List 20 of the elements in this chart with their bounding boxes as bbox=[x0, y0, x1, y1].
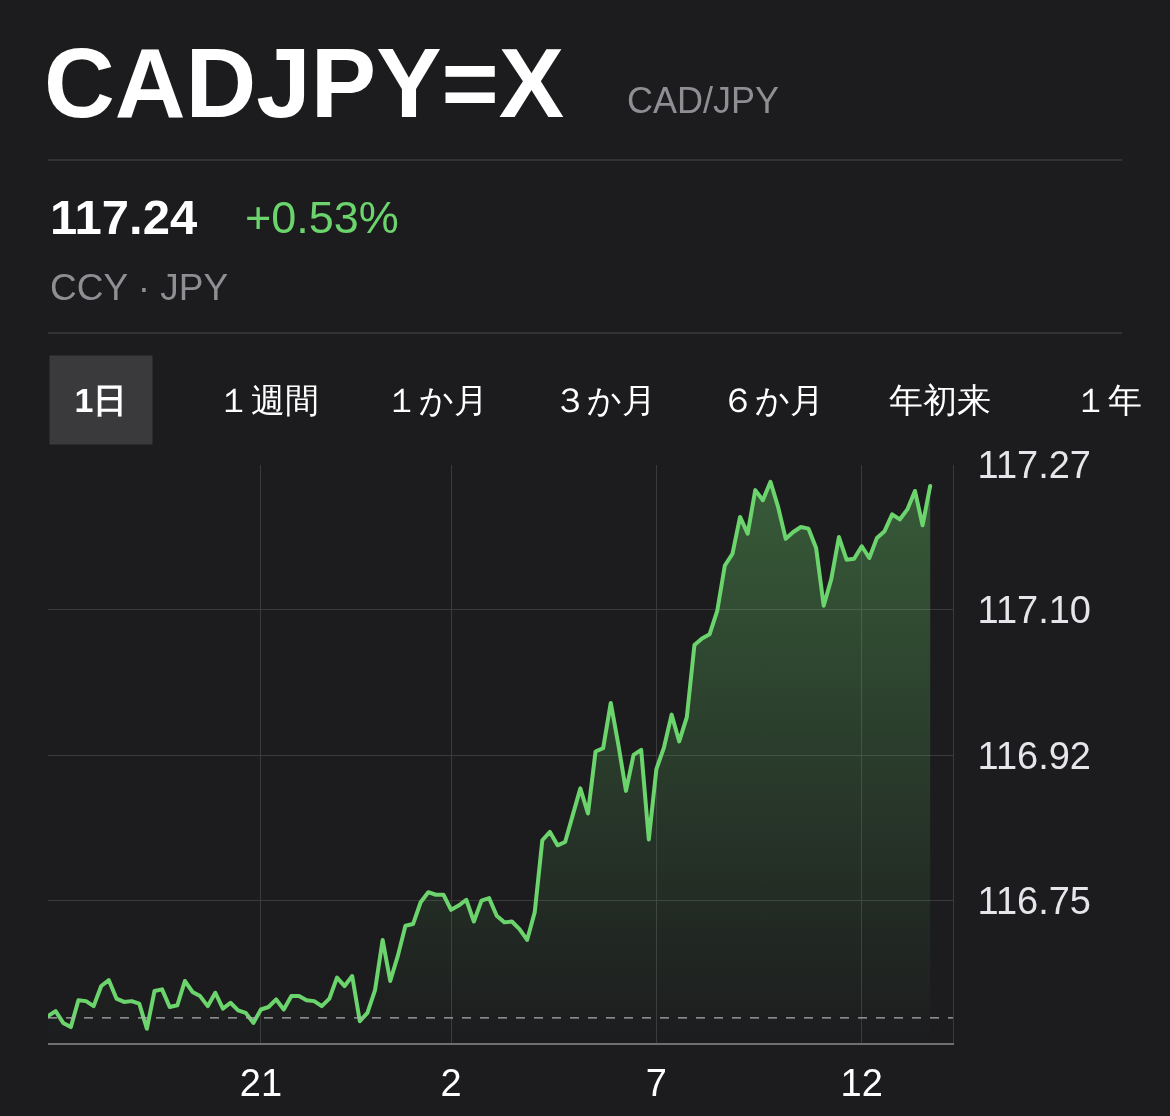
y-tick-label: 116.75 bbox=[977, 879, 1092, 922]
text: +0.53% bbox=[245, 192, 399, 243]
text: 年初来 bbox=[889, 381, 991, 419]
text: 1日 bbox=[74, 381, 128, 419]
x-tick-label: 7 bbox=[645, 1062, 667, 1105]
text: CCY · JPY bbox=[50, 267, 229, 308]
text: 117.24 bbox=[50, 190, 198, 244]
y-tick-label: 117.10 bbox=[977, 589, 1092, 632]
chart-subtitle: CAD/JPY bbox=[627, 80, 780, 121]
x-tick-label: 2 bbox=[440, 1062, 462, 1105]
x-tick-label: 21 bbox=[239, 1062, 283, 1105]
y-tick-label: 117.27 bbox=[977, 444, 1092, 487]
text: １週間 bbox=[217, 381, 319, 419]
chart-title: CADJPY=X bbox=[44, 28, 565, 139]
x-tick-label: 12 bbox=[840, 1062, 883, 1105]
text: ６か月 bbox=[721, 381, 824, 419]
text: １年 bbox=[1074, 381, 1142, 419]
text: ３か月 bbox=[553, 381, 656, 419]
text: １か月 bbox=[385, 381, 488, 419]
y-tick-label: 116.92 bbox=[977, 734, 1092, 777]
